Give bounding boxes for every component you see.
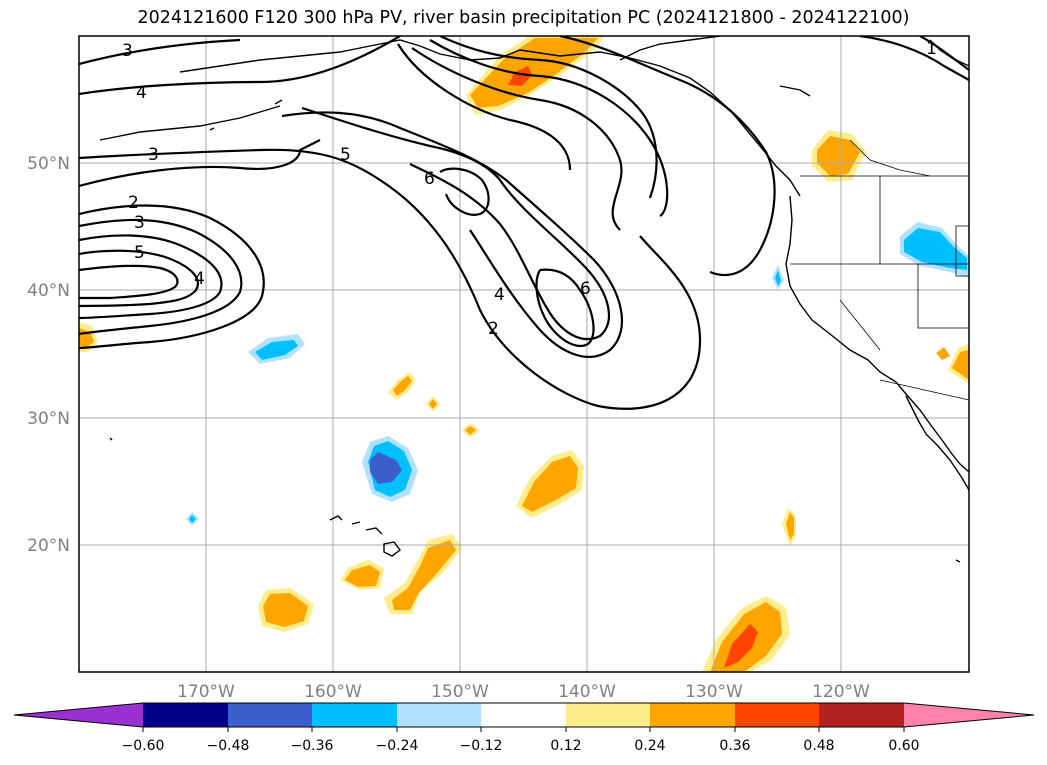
- colorbar-label: −0.12: [460, 738, 503, 754]
- precip-positive-region: [936, 347, 950, 360]
- precip-positive-region: [952, 350, 969, 380]
- political-borders: [790, 139, 969, 401]
- colorbar-label: 0.12: [550, 738, 581, 754]
- precip-positive-region: [786, 512, 794, 540]
- contour-label: 2: [128, 193, 139, 213]
- precip-positive-region: [392, 540, 456, 610]
- lon-label: 150°W: [431, 682, 489, 702]
- contour-label: 1: [926, 39, 937, 59]
- precip-negative-region: [904, 228, 967, 270]
- lon-label: 120°W: [812, 682, 870, 702]
- colorbar-label: −0.48: [207, 738, 250, 754]
- contour-label: 5: [340, 145, 351, 165]
- contour-label: 2: [488, 319, 499, 339]
- gridlines: [79, 36, 969, 672]
- lat-label: 30°N: [27, 409, 70, 429]
- contour-label: 4: [194, 269, 205, 289]
- contour-label: 5: [134, 243, 145, 263]
- contour-labels: 3 4 3 2 3 5 4 5 6 4 2 6 1: [122, 39, 937, 339]
- colorbar-swatch: [312, 703, 397, 727]
- latitude-labels: 50°N 40°N 30°N 20°N: [27, 154, 70, 556]
- lat-label: 50°N: [27, 154, 70, 174]
- precip-negative-region: [255, 340, 298, 360]
- lat-label: 40°N: [27, 281, 70, 301]
- contour-label: 6: [580, 279, 591, 299]
- lon-label: 130°W: [685, 682, 743, 702]
- precip-strong-negative-region: [370, 452, 402, 484]
- precip-positive-region: [393, 376, 412, 396]
- colorbar-label: −0.36: [291, 738, 334, 754]
- contour-label: 3: [134, 213, 145, 233]
- colorbar-max-extend: [904, 703, 1034, 727]
- contour-label: 6: [424, 169, 435, 189]
- colorbar-swatch: [397, 703, 481, 727]
- contour-label: 3: [148, 145, 159, 165]
- longitude-labels: 170°W 160°W 150°W 140°W 130°W 120°W: [177, 682, 870, 702]
- map-frame: [78, 35, 970, 673]
- colorbar-swatch: [228, 703, 312, 727]
- colorbar-label: 0.60: [888, 738, 919, 754]
- lon-label: 160°W: [304, 682, 362, 702]
- colorbar-swatch: [819, 703, 904, 727]
- precip-positive-region: [465, 426, 476, 435]
- colorbar-label: 0.36: [719, 738, 750, 754]
- contour-label: 4: [494, 285, 505, 305]
- colorbar-swatch: [481, 703, 566, 727]
- contour-label: 3: [122, 41, 133, 61]
- colorbar-swatch: [566, 703, 650, 727]
- colorbar-label: −0.24: [376, 738, 419, 754]
- precip-strong-region: [724, 624, 758, 668]
- lon-label: 140°W: [558, 682, 616, 702]
- colorbar-label: 0.48: [803, 738, 834, 754]
- lat-label: 20°N: [27, 536, 70, 556]
- colorbar-label: 0.24: [634, 738, 665, 754]
- lon-label: 170°W: [177, 682, 235, 702]
- precip-positive-region: [429, 399, 437, 409]
- colorbar-swatch: [143, 703, 228, 727]
- colorbar: −0.60 −0.48 −0.36 −0.24 −0.12 0.12 0.24 …: [13, 702, 1035, 754]
- colorbar-label: −0.60: [122, 738, 165, 754]
- precip-negative-region: [189, 515, 196, 523]
- colorbar-min-extend: [14, 703, 143, 727]
- precip-positive-region: [522, 456, 578, 512]
- precip-strong-region: [508, 66, 532, 86]
- precip-positive-region: [817, 136, 860, 176]
- colorbar-swatch: [735, 703, 819, 727]
- precip-negative-region: [775, 270, 781, 286]
- figure-title: 2024121600 F120 300 hPa PV, river basin …: [137, 8, 910, 28]
- precip-positive-region: [263, 593, 308, 627]
- contour-label: 4: [136, 83, 147, 103]
- precip-positive-region: [345, 565, 380, 587]
- colorbar-swatch: [650, 703, 735, 727]
- pv-contours: [79, 36, 969, 410]
